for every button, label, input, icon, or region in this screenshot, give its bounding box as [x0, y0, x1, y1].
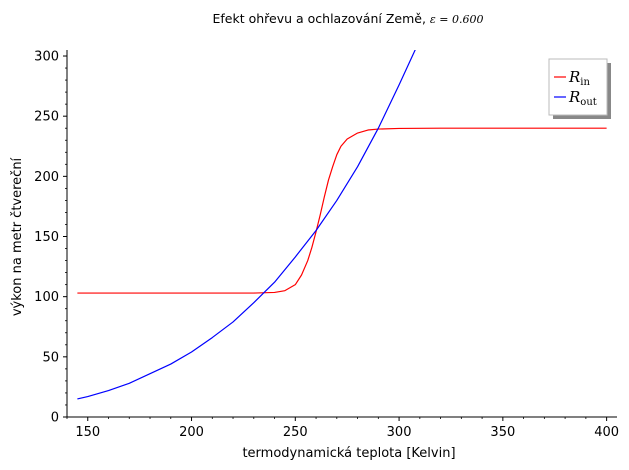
y-tick-label: 200: [34, 170, 59, 185]
y-tick-label: 150: [34, 230, 59, 245]
legend-label-in: Rin: [568, 68, 590, 88]
legend-label-main: R: [568, 88, 580, 106]
legend-box: [548, 58, 608, 116]
y-axis-label: výkon na metr čtvereční: [10, 157, 25, 316]
x-axis-label: termodynamická teplota [Kelvin]: [242, 446, 455, 461]
y-tick-label: 0: [51, 411, 59, 426]
x-tick-label: 200: [179, 425, 204, 440]
plot-area: [77, 50, 607, 400]
legend-label-out: Rout: [568, 88, 597, 108]
y-tick-label: 100: [34, 290, 59, 305]
y-ticks: 0 50 100 150 200 250 300: [34, 50, 67, 426]
x-tick-label: 350: [490, 425, 515, 440]
legend-label-sub: out: [580, 97, 596, 108]
chart-title-math: ε = 0.600: [430, 13, 484, 26]
x-tick-label: 150: [75, 425, 100, 440]
x-tick-label: 300: [387, 425, 412, 440]
x-tick-label: 400: [594, 425, 619, 440]
legend-label-sub: in: [580, 77, 590, 88]
y-tick-label: 300: [34, 50, 59, 65]
y-tick-label: 50: [42, 350, 59, 365]
series-line-out: [77, 50, 416, 400]
x-ticks: 150 200 250 300 350 400: [66, 417, 619, 440]
chart-title: Efekt ohřevu a ochlazování Země, ε = 0.6…: [212, 11, 483, 26]
y-tick-label: 250: [34, 110, 59, 125]
legend-label-main: R: [568, 68, 580, 86]
series-layer: [77, 50, 607, 400]
axes-layer: [66, 50, 617, 418]
x-tick-label: 250: [283, 425, 308, 440]
series-line-in: [77, 127, 607, 294]
chart-title-main: Efekt ohřevu a ochlazování Země,: [212, 11, 429, 26]
